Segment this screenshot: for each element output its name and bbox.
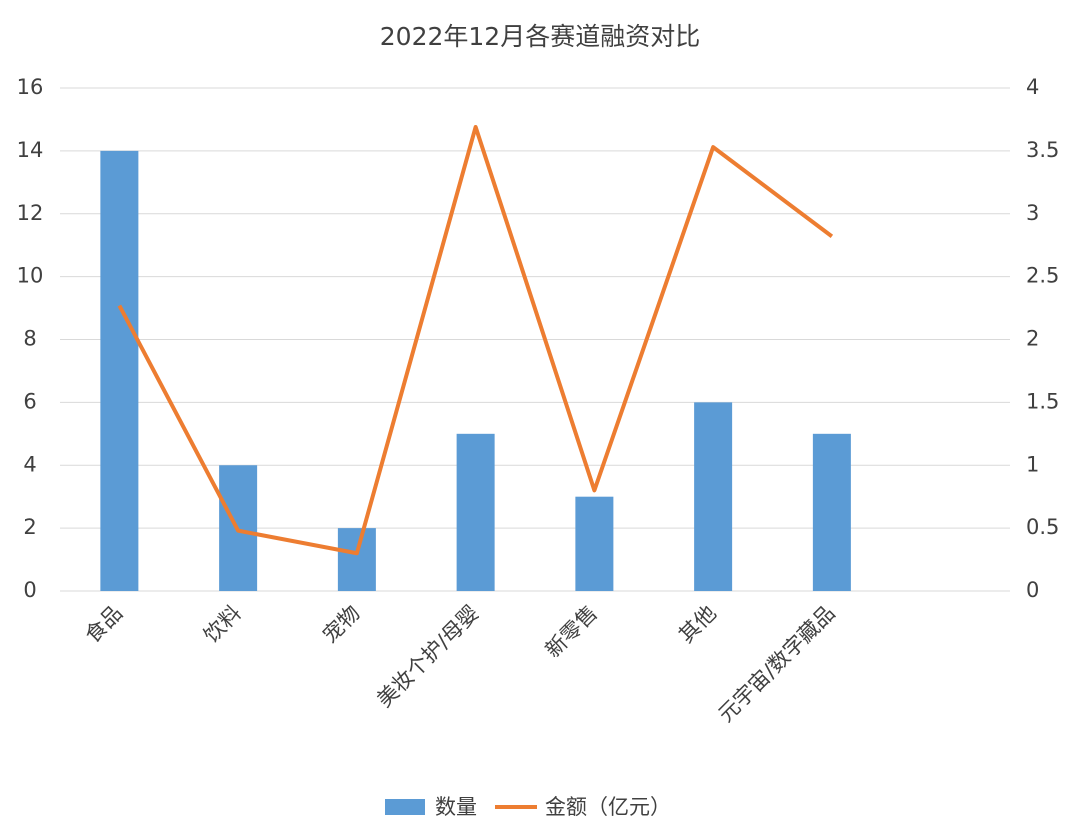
y2-tick-label: 2 xyxy=(1026,327,1039,351)
chart-title: 2022年12月各赛道融资对比 xyxy=(380,22,700,51)
legend-label: 数量 xyxy=(435,795,477,819)
y-tick-label: 14 xyxy=(17,138,44,162)
y-tick-label: 0 xyxy=(23,578,36,602)
x-tick-label: 宠物 xyxy=(318,601,365,648)
y-tick-label: 10 xyxy=(17,264,44,288)
y-tick-label: 12 xyxy=(17,201,44,225)
legend-label: 金额（亿元） xyxy=(545,795,671,819)
y-tick-label: 4 xyxy=(23,452,36,476)
line xyxy=(117,124,834,556)
y-tick-label: 6 xyxy=(23,389,36,413)
y2-tick-label: 3 xyxy=(1026,201,1039,225)
bar xyxy=(575,496,614,591)
x-tick-label: 新零售 xyxy=(541,601,603,663)
bar xyxy=(694,402,733,591)
y2-tick-label: 0 xyxy=(1026,578,1039,602)
y2-tick-label: 1 xyxy=(1026,452,1039,476)
y-tick-label: 2 xyxy=(23,515,36,539)
x-tick-label: 其他 xyxy=(674,601,721,648)
x-tick-label: 饮料 xyxy=(199,601,246,648)
y2-tick-label: 2.5 xyxy=(1026,264,1059,288)
y-tick-label: 16 xyxy=(17,75,44,99)
x-tick-label: 食品 xyxy=(80,601,127,648)
bar xyxy=(812,433,851,591)
y2-tick-label: 4 xyxy=(1026,75,1039,99)
x-tick-label: 元宇宙/数字藏品 xyxy=(714,601,840,727)
y2-tick-label: 3.5 xyxy=(1026,138,1059,162)
y-tick-label: 8 xyxy=(23,327,36,351)
bar xyxy=(100,150,139,591)
bar xyxy=(456,433,495,591)
y2-tick-label: 0.5 xyxy=(1026,515,1059,539)
bar xyxy=(337,528,376,591)
legend-swatch xyxy=(385,799,425,815)
y2-tick-label: 1.5 xyxy=(1026,389,1059,413)
x-tick-label: 美妆个护/母婴 xyxy=(372,601,483,712)
